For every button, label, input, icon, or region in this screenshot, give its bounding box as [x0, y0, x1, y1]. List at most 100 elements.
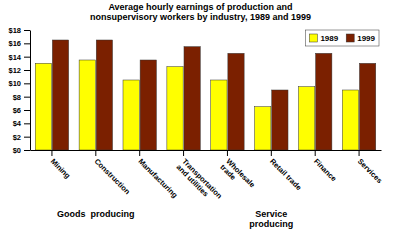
tick-mark: [24, 70, 30, 71]
tick-label-line: Manufacturing: [137, 157, 180, 200]
bar: [140, 60, 156, 150]
bar: [123, 80, 139, 150]
bar: [298, 87, 314, 150]
bar: [96, 40, 112, 150]
plot: $0 $2 $4 $6 $8 $10 $12 $14 $16 $18 Mining Construct…: [8, 26, 384, 229]
tick-mark: [271, 150, 272, 156]
bar: [342, 90, 358, 150]
tick-label: $2: [13, 133, 21, 142]
bar: [184, 47, 200, 150]
tick: Retail trade: [268, 150, 303, 192]
tick-mark: [24, 123, 30, 124]
tick-label: Services: [356, 157, 384, 185]
legend-swatch: [309, 34, 317, 42]
tick-mark: [183, 150, 184, 156]
tick: $14: [8, 53, 30, 62]
tick: $10: [8, 79, 30, 88]
bar: [35, 63, 51, 150]
bar: [211, 80, 227, 150]
legend-label: 1999: [357, 34, 375, 43]
tick: Services: [356, 150, 384, 185]
legend-swatch: [346, 34, 354, 42]
bar: [52, 40, 68, 150]
tick: $0: [13, 146, 30, 155]
tick-label: Retail trade: [268, 157, 303, 192]
tick-label: $6: [13, 106, 21, 115]
tick-mark: [24, 43, 30, 44]
tick: $16: [8, 39, 30, 48]
annotation: Serviceproducing: [249, 209, 293, 229]
tick: $8: [13, 93, 30, 102]
bar: [272, 90, 288, 150]
tick-mark: [24, 97, 30, 98]
tick: $18: [8, 26, 30, 35]
tick-label: $4: [13, 119, 22, 128]
legend-item: 1999: [346, 34, 375, 43]
tick-mark: [95, 150, 96, 156]
x-axis: Mining ConstructionManufacturingTransport…: [31, 150, 385, 206]
tick-label-line: and utilities: [175, 163, 211, 199]
title: Average hourly earnings of production an…: [90, 2, 311, 22]
bars: [35, 40, 376, 150]
legend-item: 1989: [309, 34, 338, 43]
tick-mark: [227, 150, 228, 156]
tick-label: $16: [8, 39, 21, 48]
tick-label: $8: [13, 93, 21, 102]
bar: [167, 67, 183, 150]
tick-mark: [51, 150, 52, 156]
y-axis: $0 $2 $4 $6 $8 $10 $12 $14 $16 $18: [8, 26, 30, 155]
tick-label: $0: [13, 146, 21, 155]
tick: $4: [13, 119, 30, 128]
tick-label-line: Services: [356, 157, 384, 185]
axis-line: [30, 31, 31, 151]
axis-line: [31, 150, 382, 151]
annotation-line: producing: [249, 219, 293, 229]
tick-mark: [315, 150, 316, 156]
tick-mark: [139, 150, 140, 156]
annotation: Goods producing: [57, 209, 135, 219]
tick-label: $10: [8, 79, 21, 88]
annotation-line: Goods producing: [57, 209, 135, 219]
tick-label: $18: [8, 26, 21, 35]
chart: Average hourly earnings of production an…: [0, 0, 401, 238]
tick-label-line: trade: [218, 163, 237, 182]
tick: Finance: [312, 150, 338, 183]
bar: [359, 63, 375, 150]
tick-mark: [359, 150, 360, 156]
tick: Wholesaletrade: [218, 150, 256, 195]
tick-label-line: Retail trade: [268, 157, 303, 192]
tick-mark: [24, 30, 30, 31]
bar: [228, 53, 244, 150]
bar: [316, 53, 332, 150]
tick: Manufacturing: [137, 150, 180, 200]
tick: Transportationand utilities: [175, 150, 225, 206]
tick: $6: [13, 106, 30, 115]
bar: [255, 107, 271, 150]
bar-series: [52, 40, 375, 150]
tick-mark: [24, 57, 30, 58]
legend: 1989 1999: [305, 30, 379, 46]
tick-label: Transportationand utilities: [175, 157, 225, 207]
tick: $2: [13, 133, 30, 142]
bar: [79, 60, 95, 150]
tick-label: Finance: [312, 157, 338, 183]
annotation-line: Service: [255, 209, 287, 219]
tick-label: Manufacturing: [137, 157, 180, 200]
tick-label: Mining: [49, 157, 73, 181]
tick-label: $14: [8, 53, 21, 62]
tick: Construction: [93, 150, 133, 196]
tick-mark: [24, 137, 30, 138]
tick-mark: [24, 150, 30, 151]
tick-label: Wholesaletrade: [218, 157, 256, 195]
legend-label: 1989: [320, 34, 338, 43]
tick: Mining: [49, 150, 73, 181]
title-line: Average hourly earnings of production an…: [108, 2, 292, 12]
tick-label-line: Mining: [49, 157, 73, 181]
tick-mark: [24, 110, 30, 111]
tick-label-line: Finance: [312, 157, 338, 183]
tick-label-line: Construction: [93, 157, 133, 197]
tick-mark: [24, 83, 30, 84]
legend-box: [305, 30, 379, 46]
tick: $12: [8, 66, 30, 75]
tick-label: $12: [8, 66, 21, 75]
